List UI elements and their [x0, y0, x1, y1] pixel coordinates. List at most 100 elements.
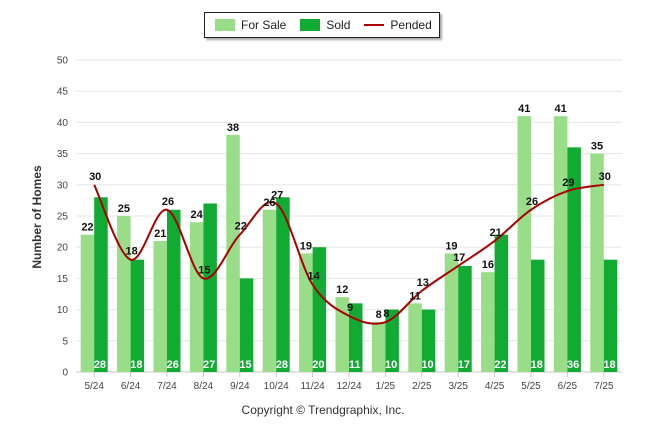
- pended-value-label: 30: [599, 171, 611, 183]
- x-tick-label: 6/24: [121, 381, 141, 392]
- for-sale-value-label: 11: [409, 290, 421, 302]
- pended-value-label: 17: [453, 252, 465, 264]
- y-tick-label: 40: [57, 118, 69, 129]
- for-sale-value-label: 19: [445, 240, 457, 252]
- x-tick-label: 6/25: [558, 381, 578, 392]
- legend-label-pended: Pended: [390, 18, 432, 32]
- for-sale-bar: [262, 209, 277, 372]
- for-sale-value-label: 8: [376, 309, 382, 321]
- for-sale-value-label: 24: [191, 209, 204, 221]
- pended-value-label: 14: [307, 271, 320, 283]
- for-sale-bar: [226, 134, 240, 372]
- pended-value-label: 8: [383, 308, 389, 320]
- y-tick-label: 25: [57, 212, 69, 223]
- y-tick-label: 20: [57, 243, 69, 254]
- for-sale-bar: [299, 253, 313, 372]
- sold-value-label: 22: [494, 359, 506, 371]
- for-sale-bar: [80, 234, 95, 372]
- x-tick-label: 8/24: [194, 381, 214, 392]
- y-axis-label: Number of Homes: [30, 165, 44, 269]
- x-tick-label: 10/24: [264, 381, 289, 392]
- for-sale-bar: [481, 272, 495, 372]
- x-tick-label: 5/24: [84, 381, 104, 392]
- sold-value-label: 10: [421, 359, 433, 371]
- sold-value-label: 36: [567, 359, 579, 371]
- sold-bar: [421, 309, 436, 372]
- pended-line-icon: [364, 24, 385, 26]
- pended-value-label: 26: [162, 196, 174, 208]
- sold-bar: [531, 259, 545, 372]
- sold-value-label: 17: [458, 359, 470, 371]
- x-tick-label: 4/25: [485, 381, 505, 392]
- for-sale-value-label: 38: [227, 122, 239, 134]
- legend-item-for-sale[interactable]: For Sale: [215, 18, 286, 32]
- for-sale-value-label: 41: [518, 103, 530, 115]
- sold-bar: [94, 197, 108, 372]
- y-tick-label: 30: [57, 180, 69, 191]
- x-tick-label: 2/25: [412, 381, 432, 392]
- bars: [80, 116, 618, 372]
- sold-value-label: 18: [130, 359, 142, 371]
- sold-value-label: 11: [349, 359, 361, 371]
- y-tick-label: 35: [57, 149, 69, 160]
- pended-value-label: 30: [89, 171, 101, 183]
- y-tick-label: 5: [62, 336, 68, 347]
- sold-bar: [494, 234, 509, 372]
- y-tick-label: 45: [57, 87, 69, 98]
- sold-bar: [167, 209, 181, 372]
- x-tick-label: 3/25: [448, 381, 468, 392]
- x-tick-label: 5/25: [521, 381, 541, 392]
- for-sale-bar: [590, 153, 604, 372]
- sold-value-label: 27: [203, 359, 215, 371]
- pended-value-label: 26: [526, 196, 538, 208]
- sold-value-label: 18: [531, 359, 543, 371]
- legend-item-pended[interactable]: Pended: [364, 18, 432, 32]
- copyright-text: Copyright © Trendgraphix, Inc.: [241, 403, 405, 417]
- pended-value-label: 21: [489, 227, 501, 239]
- for-sale-value-label: 35: [591, 141, 603, 153]
- sold-bar: [312, 247, 327, 372]
- for-sale-value-label: 26: [263, 197, 275, 209]
- sold-value-label: 20: [312, 359, 324, 371]
- y-tick-label: 50: [57, 56, 69, 67]
- for-sale-bar: [153, 240, 167, 372]
- legend: For Sale Sold Pended: [204, 12, 440, 38]
- for-sale-value-label: 41: [555, 103, 567, 115]
- x-tick-label: 11/24: [300, 381, 325, 392]
- legend-item-sold[interactable]: Sold: [300, 18, 350, 32]
- sold-bar: [203, 203, 217, 372]
- for-sale-bar: [189, 222, 204, 372]
- x-axis-ticks: 5/24 6/24 7/24 8/24 9/24 10/24 11/24 12/24 1/25 2…: [84, 372, 614, 392]
- pended-value-label: 13: [417, 277, 429, 289]
- sold-bar: [239, 278, 254, 372]
- sold-value-label: 10: [385, 359, 397, 371]
- y-tick-label: 0: [62, 368, 68, 379]
- pended-value-label: 18: [125, 246, 137, 258]
- sold-bar: [567, 147, 581, 372]
- legend-label-for-sale: For Sale: [241, 18, 287, 32]
- pended-line: [93, 183, 604, 325]
- x-tick-label: 7/25: [594, 381, 614, 392]
- for-sale-bar: [117, 216, 131, 372]
- x-tick-label: 12/24: [336, 381, 361, 392]
- for-sale-value-label: 21: [154, 228, 166, 240]
- for-sale-bar: [517, 116, 531, 372]
- sold-bar: [385, 309, 399, 372]
- sold-value-label: 18: [603, 359, 615, 371]
- sold-bar: [130, 259, 145, 372]
- x-tick-label: 1/25: [376, 381, 396, 392]
- sold-value-label: 28: [276, 359, 288, 371]
- sold-bar: [276, 197, 290, 372]
- sold-bar: [603, 259, 618, 372]
- for-sale-value-label: 12: [336, 284, 348, 296]
- for-sale-value-label: 16: [482, 259, 494, 271]
- pended-value-label: 27: [271, 190, 283, 202]
- for-sale-swatch-icon: [215, 19, 235, 31]
- y-tick-label: 15: [57, 274, 69, 285]
- sold-swatch-icon: [300, 19, 321, 31]
- for-sale-value-label: 19: [300, 240, 312, 252]
- pended-value-label: 29: [562, 177, 574, 189]
- for-sale-value-label: 25: [118, 203, 130, 215]
- pended-series-line: [93, 183, 604, 325]
